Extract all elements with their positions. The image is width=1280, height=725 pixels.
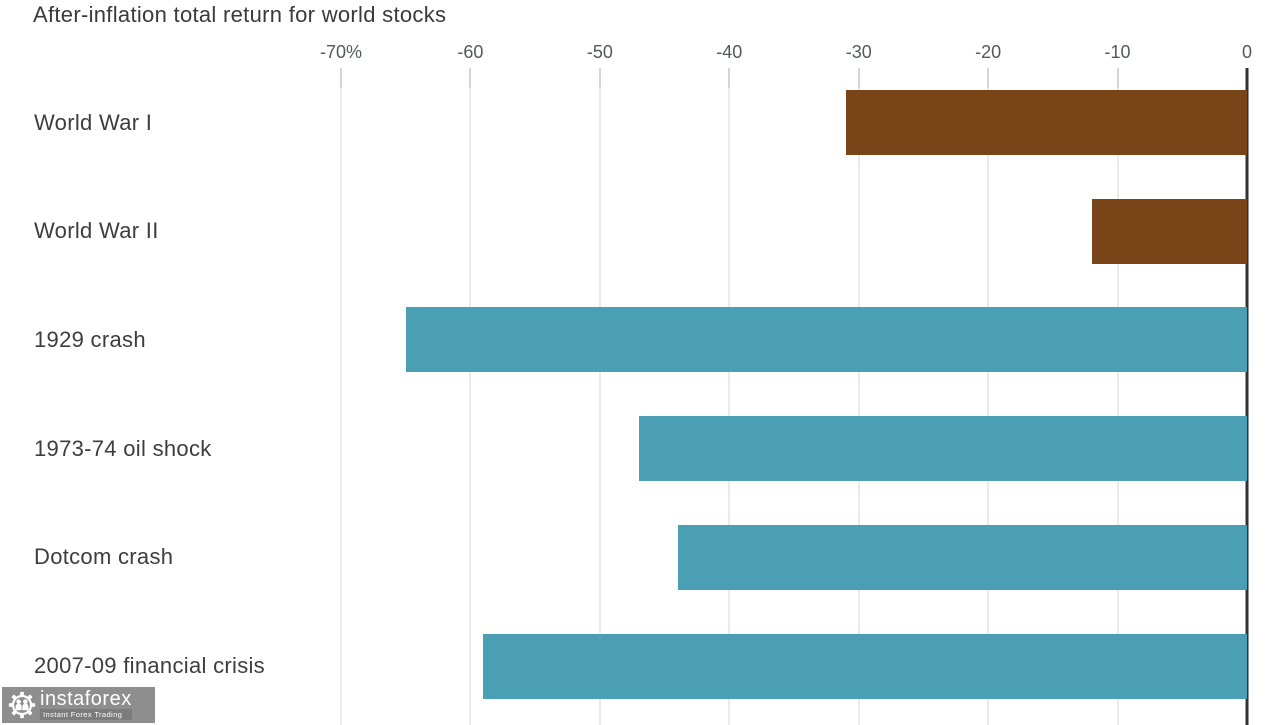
logo-tagline-text: Instant Forex Trading bbox=[40, 709, 132, 720]
zero-axis-line bbox=[1245, 68, 1249, 725]
gear-icon bbox=[8, 691, 36, 719]
bar-world-war-i bbox=[845, 90, 1247, 155]
x-tick-mark bbox=[728, 68, 731, 88]
bar-1973-74-oil-shock bbox=[638, 416, 1247, 482]
x-tick-label: -10 bbox=[1104, 42, 1131, 62]
x-tick-mark bbox=[340, 68, 342, 88]
gridline bbox=[598, 68, 601, 725]
x-tick-label: -20 bbox=[975, 42, 1002, 62]
x-tick-label: -30 bbox=[845, 42, 872, 62]
gridline bbox=[340, 68, 342, 725]
x-tick-label: -70% bbox=[319, 42, 363, 62]
instaforex-logo: instaforex Instant Forex Trading bbox=[2, 687, 155, 723]
gridline bbox=[1116, 68, 1119, 725]
chart-title: After-inflation total return for world s… bbox=[33, 2, 447, 27]
gridline bbox=[728, 68, 731, 725]
bar-dotcom-crash bbox=[677, 524, 1247, 590]
bar-2007-09-financial-crisis bbox=[483, 633, 1247, 699]
category-label: 2007-09 financial crisis bbox=[34, 653, 265, 678]
x-tick-mark bbox=[987, 68, 990, 88]
category-label: 1973-74 oil shock bbox=[34, 435, 212, 461]
bar-1929-crash bbox=[405, 307, 1247, 373]
gridline bbox=[469, 68, 472, 725]
x-tick-mark bbox=[598, 68, 601, 88]
category-label: World War I bbox=[34, 109, 153, 135]
x-tick-label: 0 bbox=[1241, 42, 1253, 62]
gridline bbox=[857, 68, 860, 725]
x-tick-label: -50 bbox=[586, 42, 613, 62]
x-tick-label: -60 bbox=[457, 42, 484, 62]
category-label: 1929 crash bbox=[34, 326, 146, 352]
bar-world-war-ii bbox=[1091, 198, 1247, 264]
category-label: Dotcom crash bbox=[34, 544, 174, 570]
x-tick-mark bbox=[1116, 68, 1119, 88]
x-tick-mark bbox=[469, 68, 472, 88]
people-figures bbox=[15, 699, 29, 711]
logo-brand-text: instaforex bbox=[40, 688, 132, 710]
x-tick-mark bbox=[857, 68, 860, 88]
category-label: World War II bbox=[34, 218, 159, 244]
gridline bbox=[987, 68, 990, 725]
x-tick-label: -40 bbox=[716, 42, 743, 62]
